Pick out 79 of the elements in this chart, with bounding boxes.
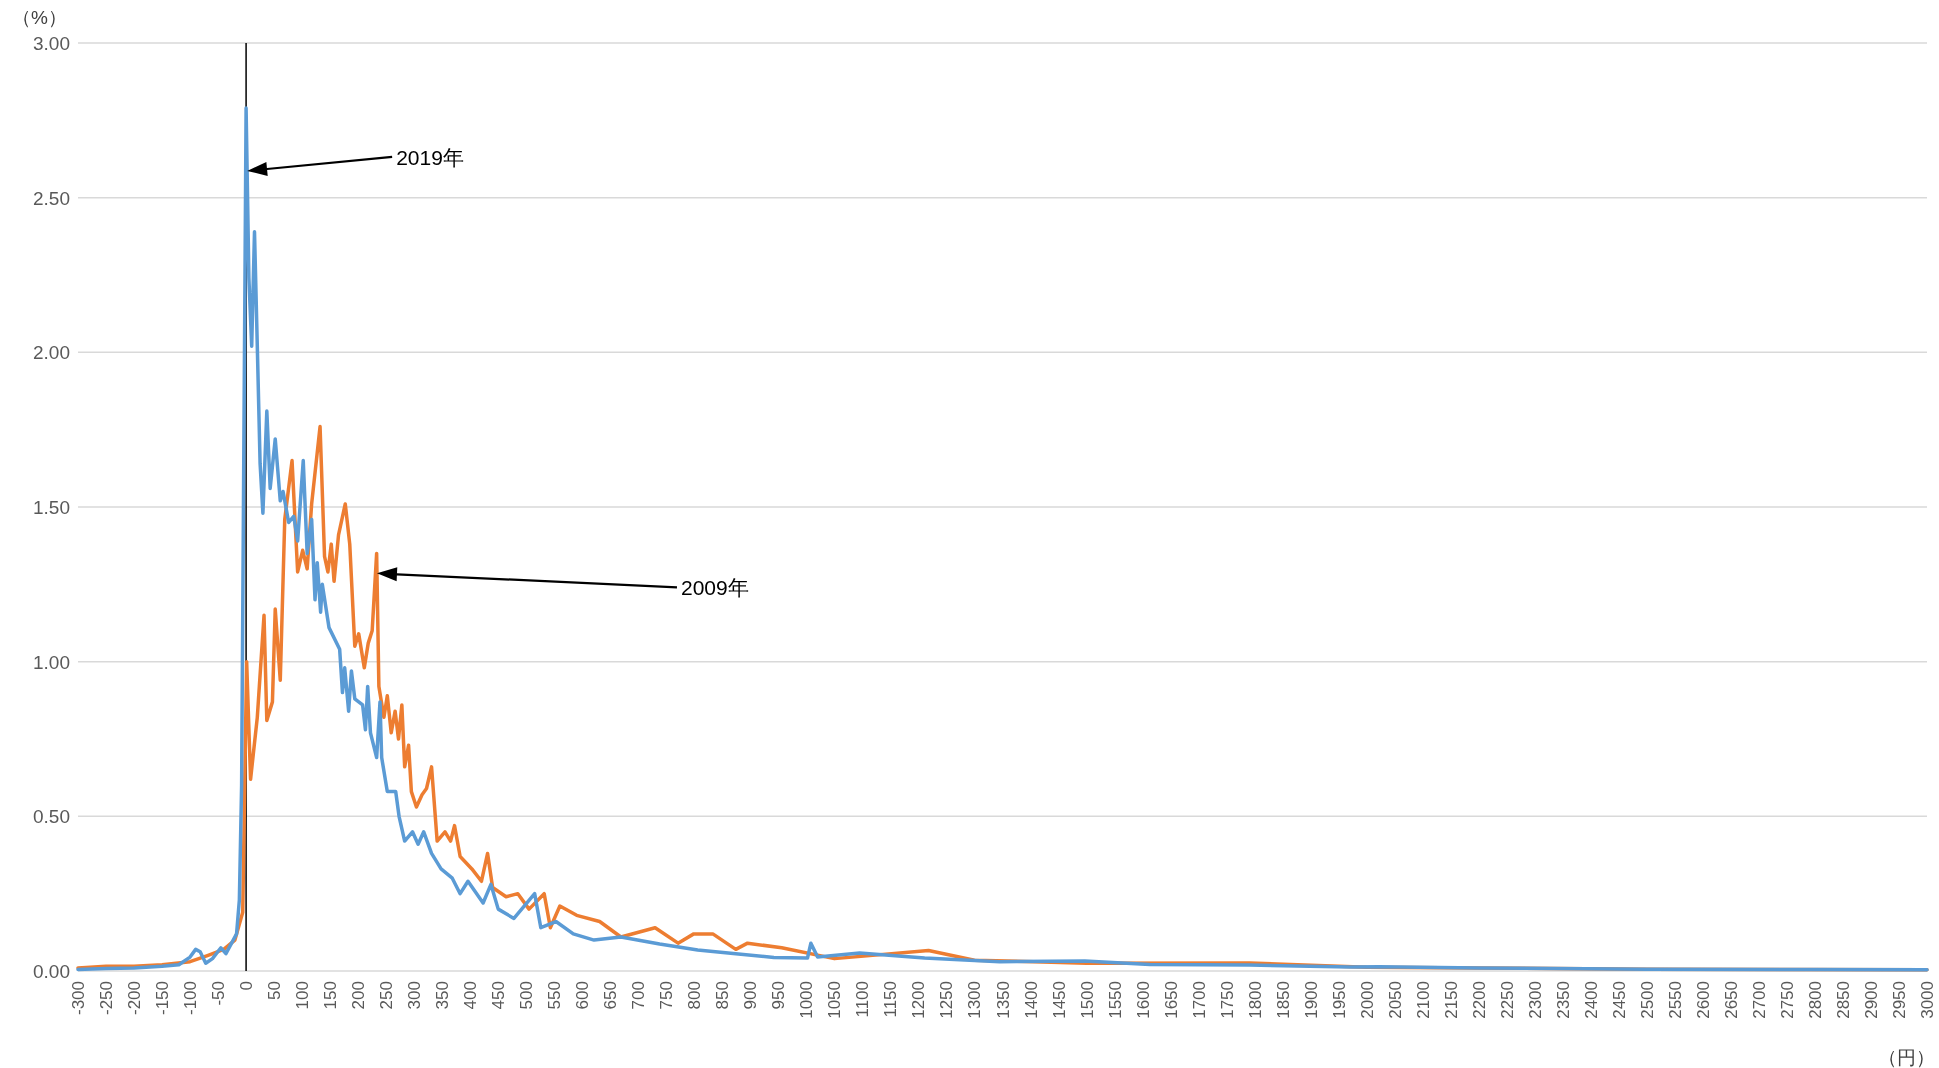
x-tick-label: 2650 bbox=[1721, 981, 1741, 1019]
x-tick-label: 850 bbox=[713, 981, 733, 1010]
x-tick-label: 650 bbox=[601, 981, 621, 1010]
x-tick-label: 1900 bbox=[1301, 981, 1321, 1019]
x-tick-label: 500 bbox=[517, 981, 537, 1010]
x-tick-label: 350 bbox=[433, 981, 453, 1010]
line-series bbox=[76, 106, 1929, 972]
x-tick-label: 750 bbox=[657, 981, 677, 1010]
x-tick-label: 1550 bbox=[1105, 981, 1125, 1019]
x-tick-label: 800 bbox=[685, 981, 705, 1010]
y-axis-title: （%） bbox=[12, 7, 67, 28]
x-tick-label: 2800 bbox=[1805, 981, 1825, 1019]
x-tick-label: 2750 bbox=[1777, 981, 1797, 1019]
x-tick-label: 900 bbox=[741, 981, 761, 1010]
x-tick-label: 1050 bbox=[825, 981, 845, 1019]
x-tick-label: 2450 bbox=[1609, 981, 1629, 1019]
x-tick-label: 150 bbox=[321, 981, 341, 1010]
x-tick-label: 2700 bbox=[1749, 981, 1769, 1019]
x-tick-label: -150 bbox=[153, 981, 173, 1016]
x-tick-label: 2100 bbox=[1413, 981, 1433, 1019]
x-tick-label: 100 bbox=[293, 981, 313, 1010]
x-tick-label: 2900 bbox=[1861, 981, 1881, 1019]
x-tick-label: 2500 bbox=[1637, 981, 1657, 1019]
x-tick-label: 700 bbox=[629, 981, 649, 1010]
x-tick-label: 0 bbox=[237, 981, 257, 991]
x-tick-label: 1500 bbox=[1077, 981, 1097, 1019]
x-tick-label: 1000 bbox=[797, 981, 817, 1019]
x-tick-label: 400 bbox=[461, 981, 481, 1010]
x-tick-label: 2000 bbox=[1357, 981, 1377, 1019]
x-tick-label: 2950 bbox=[1889, 981, 1909, 1019]
x-tick-label: 2050 bbox=[1385, 981, 1405, 1019]
x-tick-label: 1950 bbox=[1329, 981, 1349, 1019]
x-axis-title: （円） bbox=[1878, 1047, 1935, 1068]
x-tick-label: 600 bbox=[573, 981, 593, 1010]
x-tick-label: 1200 bbox=[909, 981, 929, 1019]
x-tick-label: 2600 bbox=[1693, 981, 1713, 1019]
x-tick-label: 2250 bbox=[1497, 981, 1517, 1019]
x-tick-label: 2850 bbox=[1833, 981, 1853, 1019]
y-tick-label: 2.00 bbox=[33, 342, 70, 364]
y-tick-label: 0.00 bbox=[33, 961, 70, 982]
annotation: 2009年 bbox=[680, 576, 749, 600]
x-tick-label: 3000 bbox=[1918, 981, 1937, 1019]
x-tick-label: 50 bbox=[265, 981, 285, 1000]
x-tick-label: 2300 bbox=[1525, 981, 1545, 1019]
x-tick-label: 1700 bbox=[1189, 981, 1209, 1019]
x-tick-label: 1800 bbox=[1245, 981, 1265, 1019]
x-tick-label: 2550 bbox=[1665, 981, 1685, 1019]
x-tick-label: 2400 bbox=[1581, 981, 1601, 1019]
x-tick-label: 250 bbox=[377, 981, 397, 1010]
x-tick-label: -50 bbox=[209, 981, 229, 1006]
x-tick-label: 2150 bbox=[1441, 981, 1461, 1019]
x-tick-label: 950 bbox=[769, 981, 789, 1010]
x-tick-label: 550 bbox=[545, 981, 565, 1010]
x-tick-label: -200 bbox=[125, 981, 145, 1016]
x-tick-label: 200 bbox=[349, 981, 369, 1010]
x-tick-label: 1750 bbox=[1217, 981, 1237, 1019]
annotation: 2019年 bbox=[396, 145, 464, 169]
x-tick-label: 450 bbox=[489, 981, 509, 1010]
x-tick-label: 1100 bbox=[853, 981, 873, 1018]
x-tick-label: 1350 bbox=[993, 981, 1013, 1019]
y-tick-label: 3.00 bbox=[33, 33, 70, 54]
x-tick-label: 1400 bbox=[1021, 981, 1041, 1019]
x-tick-label: 1850 bbox=[1273, 981, 1293, 1019]
x-tick-label: 2350 bbox=[1553, 981, 1573, 1019]
x-tick-label: 2200 bbox=[1469, 981, 1489, 1019]
y-tick-label: 1.50 bbox=[33, 497, 70, 518]
x-tick-label: 1450 bbox=[1049, 981, 1069, 1019]
x-tick-label: 1300 bbox=[965, 981, 985, 1019]
x-tick-label: -100 bbox=[181, 981, 201, 1016]
y-tick-label: 2.50 bbox=[33, 187, 70, 209]
x-tick-label: 300 bbox=[405, 981, 425, 1010]
x-tick-label: 1250 bbox=[937, 981, 957, 1019]
x-tick-label: 1600 bbox=[1133, 981, 1153, 1019]
x-tick-label: 1150 bbox=[881, 981, 901, 1018]
x-tick-label: -300 bbox=[69, 981, 88, 1016]
x-tick-label: 1650 bbox=[1161, 981, 1181, 1019]
x-tick-label: -250 bbox=[97, 981, 117, 1016]
y-tick-label: 1.00 bbox=[33, 651, 70, 673]
y-tick-label: 0.50 bbox=[33, 806, 70, 828]
